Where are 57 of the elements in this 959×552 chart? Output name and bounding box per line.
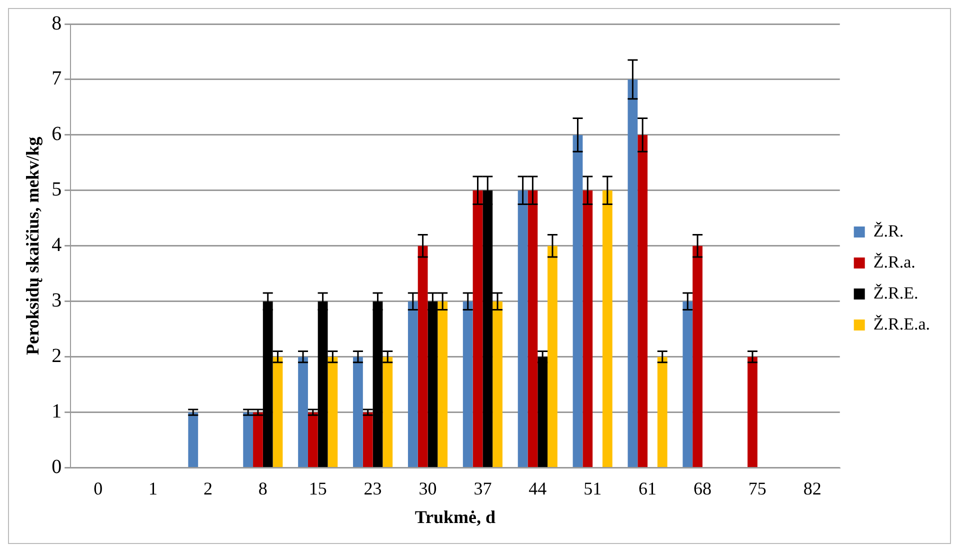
y-tick-label: 5 bbox=[52, 178, 62, 201]
x-tick-label: 0 bbox=[94, 478, 103, 498]
bar bbox=[253, 412, 263, 468]
x-tick-label: 68 bbox=[693, 478, 712, 498]
x-axis-title: Trukmė, d bbox=[414, 506, 496, 527]
x-tick-label: 8 bbox=[258, 478, 268, 498]
x-tick-label: 51 bbox=[584, 478, 602, 498]
y-tick-label: 6 bbox=[52, 123, 62, 146]
bar bbox=[472, 190, 483, 468]
bar bbox=[353, 356, 363, 468]
x-tick-label: 23 bbox=[364, 478, 382, 498]
y-tick-label: 0 bbox=[52, 456, 62, 478]
bar bbox=[572, 134, 583, 468]
bar bbox=[682, 301, 693, 468]
bar bbox=[308, 412, 318, 468]
legend-label: Ž.R. bbox=[873, 221, 904, 240]
bar bbox=[382, 356, 393, 468]
bar bbox=[243, 412, 254, 468]
y-axis-title: Peroksidų skaičius, mekv/kg bbox=[22, 136, 42, 356]
bar bbox=[548, 246, 558, 468]
bar bbox=[582, 190, 593, 468]
bar bbox=[438, 301, 448, 468]
x-tick-label: 82 bbox=[803, 478, 822, 498]
bar bbox=[418, 246, 428, 468]
y-tick-label: 3 bbox=[52, 290, 62, 312]
bar bbox=[188, 412, 198, 468]
x-tick-label: 15 bbox=[308, 478, 327, 498]
y-tick-label: 7 bbox=[52, 68, 62, 90]
bar bbox=[492, 301, 502, 468]
legend-label: Ž.R.E. bbox=[873, 283, 918, 302]
x-tick-label: 44 bbox=[528, 478, 547, 498]
bar bbox=[328, 356, 338, 468]
x-tick-label: 2 bbox=[203, 478, 212, 498]
legend-label: Ž.R.a. bbox=[873, 252, 916, 272]
bar bbox=[408, 301, 418, 468]
bar bbox=[518, 190, 528, 468]
bar bbox=[298, 356, 308, 468]
y-tick-label: 2 bbox=[52, 345, 62, 368]
x-tick-label: 75 bbox=[748, 478, 766, 498]
bar bbox=[657, 356, 668, 468]
x-tick-label: 1 bbox=[148, 478, 158, 498]
legend-label: Ž.R.E.a. bbox=[873, 314, 930, 334]
y-tick-label: 1 bbox=[52, 400, 62, 423]
bar bbox=[462, 301, 473, 468]
bar bbox=[362, 412, 373, 468]
x-tick-label: 37 bbox=[474, 478, 492, 498]
bar bbox=[748, 356, 758, 468]
bar bbox=[528, 190, 538, 468]
y-tick-label: 8 bbox=[52, 12, 62, 34]
bar bbox=[638, 134, 648, 468]
bar bbox=[272, 356, 283, 468]
bar bbox=[602, 190, 612, 468]
bar bbox=[692, 246, 702, 468]
bar bbox=[628, 79, 638, 468]
x-tick-label: 61 bbox=[638, 478, 657, 498]
x-tick-label: 30 bbox=[418, 478, 437, 498]
y-tick-label: 4 bbox=[52, 234, 62, 256]
